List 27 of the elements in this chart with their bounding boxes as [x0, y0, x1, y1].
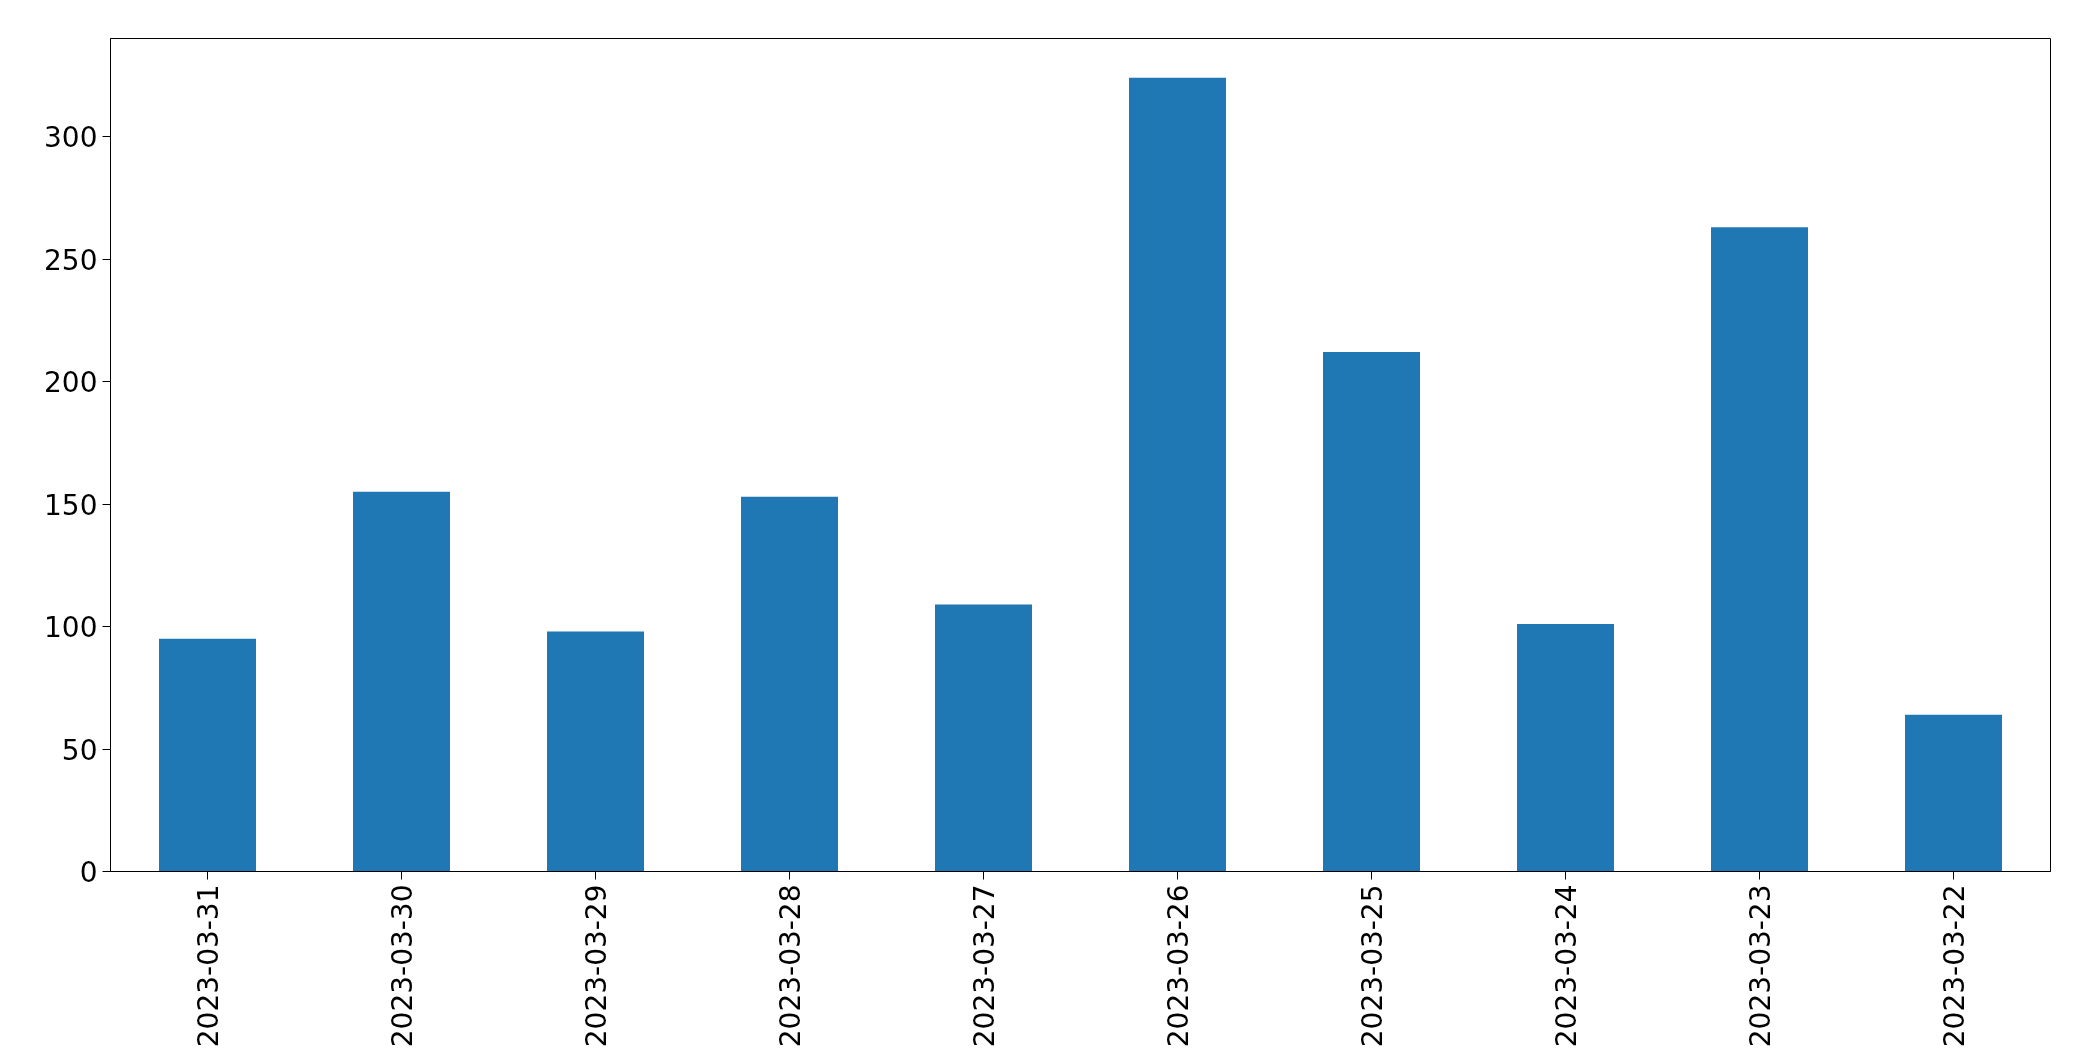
- x-tick-label: 2023-03-26: [1162, 884, 1195, 1048]
- y-tick-label: 50: [61, 733, 98, 767]
- bar: [1323, 352, 1420, 872]
- x-tick-label: 2023-03-28: [774, 884, 807, 1048]
- x-tick-label: 2023-03-30: [386, 884, 419, 1048]
- x-tick-label: 2023-03-25: [1356, 884, 1389, 1048]
- y-tick-label: 250: [44, 243, 98, 277]
- x-tick-label: 2023-03-22: [1938, 884, 1971, 1048]
- x-tick-label: 2023-03-23: [1744, 884, 1777, 1048]
- bar: [1517, 624, 1614, 872]
- x-tick-label: 2023-03-27: [968, 884, 1001, 1048]
- x-tick-label: 2023-03-29: [580, 884, 613, 1048]
- bar: [935, 604, 1032, 872]
- y-tick-label: 200: [44, 366, 98, 399]
- bar: [1905, 714, 2002, 872]
- y-tick-label: 100: [44, 611, 98, 644]
- y-tick-label: 300: [44, 121, 98, 154]
- bar: [547, 631, 644, 872]
- bar: [353, 491, 450, 872]
- bar: [1129, 77, 1226, 872]
- bar: [1711, 227, 1808, 872]
- x-tick-label: 2023-03-24: [1550, 884, 1583, 1048]
- y-tick-label: 150: [44, 488, 98, 522]
- x-tick-label: 2023-03-31: [192, 884, 225, 1048]
- bar: [741, 496, 838, 872]
- bar: [159, 638, 256, 872]
- y-tick-label: 0: [79, 856, 98, 889]
